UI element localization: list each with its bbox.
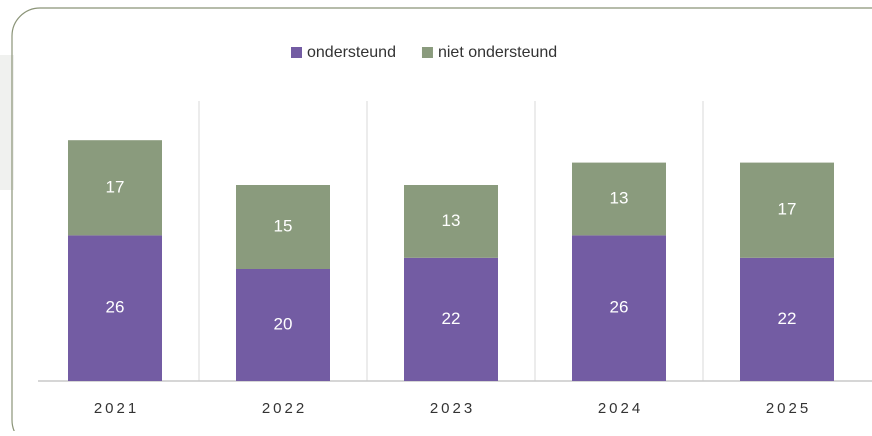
bar-segment — [740, 257, 834, 381]
bar-segment — [404, 257, 498, 381]
legend-label: niet ondersteund — [438, 44, 557, 61]
legend: ondersteund niet ondersteund — [291, 44, 557, 61]
bar-segment — [572, 235, 666, 381]
data-label: 22 — [442, 309, 461, 328]
bar-segment — [740, 162, 834, 258]
x-tick-label: 2025 — [766, 400, 811, 417]
x-tick-label: 2021 — [94, 400, 139, 417]
x-tick-label: 2022 — [262, 400, 307, 417]
bar-segment — [236, 185, 330, 269]
data-label: 22 — [778, 309, 797, 328]
legend-swatch — [421, 47, 433, 58]
data-label: 17 — [106, 177, 125, 196]
data-label: 17 — [778, 200, 797, 219]
x-tick-label: 2023 — [430, 400, 475, 417]
legend-label: ondersteund — [307, 44, 396, 61]
data-label: 13 — [610, 188, 629, 207]
bar-segment — [404, 185, 498, 258]
bar-segment — [236, 269, 330, 381]
x-tick-label: 2024 — [598, 400, 643, 417]
bar-segment — [68, 140, 162, 236]
bar-segment — [572, 162, 666, 236]
data-label: 26 — [106, 298, 125, 317]
data-label: 15 — [274, 216, 293, 235]
data-label: 20 — [274, 314, 293, 333]
card-border — [11, 7, 872, 436]
data-label: 13 — [442, 211, 461, 230]
side-panel — [0, 55, 14, 190]
legend-swatch — [291, 47, 302, 58]
data-label: 26 — [610, 298, 629, 317]
bar-segment — [68, 235, 162, 381]
